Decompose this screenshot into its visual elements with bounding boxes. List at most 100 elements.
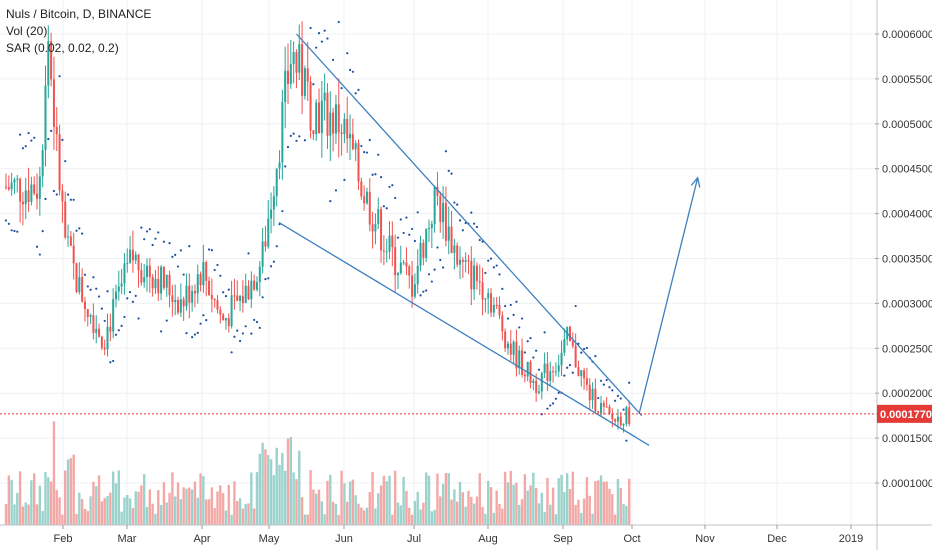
- candle-body: [501, 315, 504, 332]
- volume-bar: [605, 481, 608, 525]
- sar-dot: [402, 231, 405, 235]
- candle-body: [278, 162, 281, 169]
- candle-body: [289, 64, 292, 84]
- x-tick-label: Jun: [335, 533, 353, 545]
- candle-body: [619, 416, 622, 426]
- sar-dot: [182, 273, 185, 276]
- volume-bar: [72, 454, 75, 525]
- candle-body: [213, 299, 216, 301]
- sar-dot: [611, 389, 614, 392]
- volume-bar: [244, 503, 247, 525]
- sar-dot: [61, 138, 64, 141]
- volume-bar: [543, 511, 546, 525]
- sar-dot: [92, 276, 95, 279]
- sar-dot: [504, 304, 507, 308]
- volume-bar: [252, 508, 256, 525]
- candle-body: [36, 193, 39, 199]
- candle-body: [470, 260, 473, 290]
- candle-body: [526, 361, 529, 377]
- candle-body: [357, 143, 360, 182]
- candle-body: [13, 179, 16, 183]
- volume-bar: [219, 485, 222, 525]
- sar-dot: [86, 285, 89, 288]
- candle-body: [377, 209, 380, 224]
- sar-dot: [326, 37, 329, 40]
- sar-dot: [360, 144, 363, 148]
- x-tick-label: Jul: [407, 533, 421, 545]
- candle-body: [574, 345, 577, 368]
- sar-dot: [207, 248, 211, 251]
- x-tick-label: Aug: [478, 533, 498, 545]
- volume-bar: [97, 475, 101, 525]
- volume-bar: [374, 508, 377, 525]
- sar-dot: [515, 300, 518, 303]
- volume-bar: [283, 470, 287, 525]
- volume-bar: [261, 442, 264, 525]
- candle-body: [552, 371, 555, 373]
- sar-dot: [566, 366, 569, 369]
- sar-dot: [475, 225, 479, 229]
- sar-dot: [537, 368, 541, 371]
- sar-dot: [410, 227, 414, 231]
- volume-bar: [520, 499, 524, 525]
- volume-bar: [591, 513, 594, 525]
- volume-bar: [289, 436, 293, 525]
- candle-body: [205, 262, 208, 281]
- volume-bar: [205, 499, 208, 525]
- candle-body: [583, 370, 586, 379]
- volume-bar: [523, 474, 527, 525]
- candle-body: [224, 317, 227, 321]
- candle-body: [577, 367, 580, 377]
- sar-dot: [518, 326, 521, 329]
- sar-dot: [165, 319, 168, 322]
- candle-body: [168, 274, 171, 296]
- sar-dot: [109, 361, 112, 364]
- volume-bar: [453, 489, 456, 525]
- sar-indicator-label[interactable]: SAR (0.02, 0.02, 0.2): [6, 41, 119, 55]
- candle-body: [625, 407, 628, 424]
- candle-body: [411, 275, 414, 297]
- volume-bar: [128, 498, 132, 525]
- sar-dot: [506, 317, 510, 320]
- price-candles: [5, 21, 631, 433]
- sar-dot: [103, 319, 106, 323]
- sar-dot: [7, 222, 10, 225]
- sar-dot: [292, 132, 295, 135]
- volume-bar: [168, 492, 171, 525]
- volume-bar: [419, 509, 422, 525]
- candle-body: [126, 262, 129, 264]
- volume-bar: [16, 493, 19, 525]
- candle-body: [16, 178, 19, 180]
- volume-bar: [10, 479, 13, 525]
- sar-dot: [4, 219, 8, 222]
- candle-body: [292, 52, 295, 65]
- volume-bar: [436, 473, 439, 525]
- sar-dot: [436, 246, 439, 249]
- sar-dot: [272, 260, 275, 263]
- candle-body: [272, 196, 275, 210]
- sar-dot: [554, 397, 558, 400]
- current-price-label: 0.00017700: [880, 409, 932, 421]
- candle-body: [287, 70, 289, 84]
- sar-dot: [38, 253, 41, 256]
- sar-dot: [140, 226, 143, 229]
- candle-body: [523, 374, 526, 377]
- sar-dot: [179, 249, 182, 252]
- sar-dot: [602, 383, 605, 386]
- sar-dot: [619, 397, 622, 400]
- candle-body: [188, 285, 191, 303]
- sar-dot: [478, 238, 481, 242]
- volume-bar: [560, 474, 563, 525]
- candle-body: [365, 191, 368, 204]
- symbol-title[interactable]: Nuls / Bitcoin, D, BINANCE: [6, 7, 152, 21]
- volume-indicator-label[interactable]: Vol (20): [6, 24, 48, 38]
- volume-bar: [585, 477, 589, 525]
- sar-dot: [628, 381, 631, 384]
- sar-dot: [131, 300, 134, 303]
- volume-bar: [475, 496, 479, 525]
- sar-dot: [583, 347, 586, 351]
- candle-body: [134, 254, 137, 261]
- volume-bar: [622, 504, 625, 525]
- volume-bar: [362, 510, 366, 525]
- sar-dot: [343, 178, 346, 181]
